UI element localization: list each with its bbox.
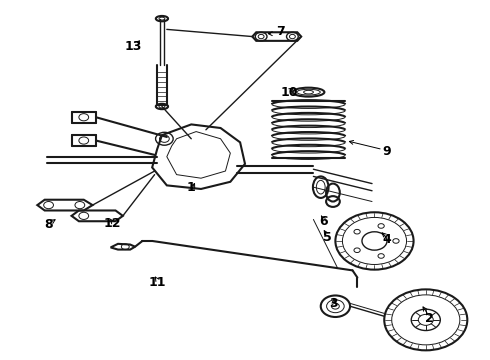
Text: 9: 9 — [382, 145, 391, 158]
Text: 7: 7 — [276, 25, 285, 38]
Text: 6: 6 — [319, 215, 327, 228]
Text: 11: 11 — [148, 276, 166, 289]
Text: 5: 5 — [323, 231, 331, 244]
Text: 8: 8 — [44, 218, 53, 231]
Text: 4: 4 — [382, 233, 391, 246]
Text: 13: 13 — [125, 40, 142, 53]
Text: 10: 10 — [280, 86, 298, 99]
Text: 12: 12 — [103, 217, 121, 230]
Text: 3: 3 — [330, 297, 338, 310]
Text: 1: 1 — [187, 181, 196, 194]
Text: 2: 2 — [425, 311, 434, 325]
